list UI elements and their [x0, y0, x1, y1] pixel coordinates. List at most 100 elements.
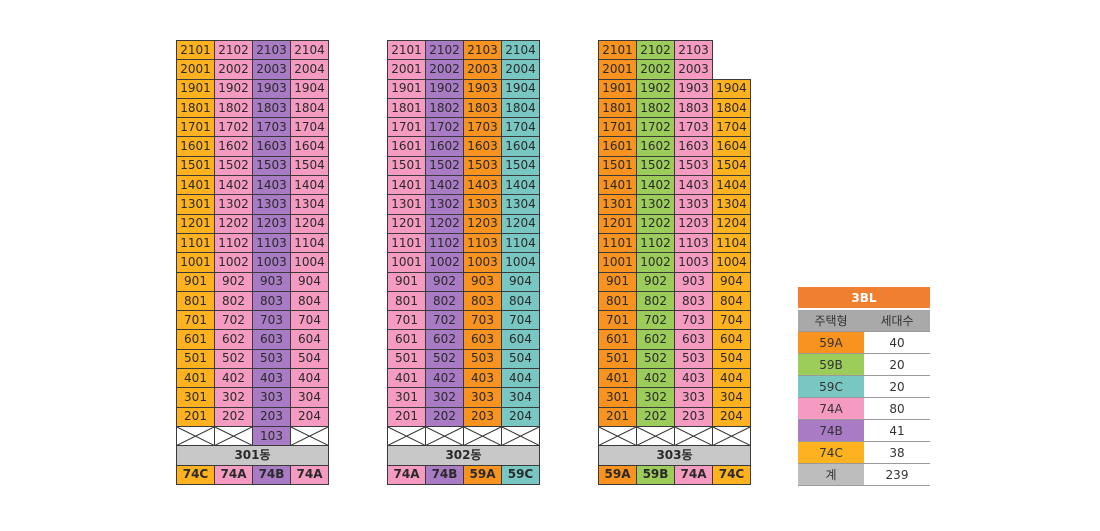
piloti-cell	[176, 425, 215, 447]
floor-row: 1601 1602 1603 1604	[176, 136, 329, 157]
unit-cell: 2001	[387, 59, 426, 80]
unit-cell: 904	[712, 271, 751, 292]
unit-cell: 1203	[252, 213, 291, 234]
column-header-type: 주택형	[798, 309, 864, 332]
floor-row: 201 202 203 204	[176, 406, 329, 427]
unit-cell: 2104	[501, 39, 540, 61]
ground-row: 103	[176, 425, 329, 447]
unit-cell: 1203	[674, 213, 713, 234]
unit-cell: 601	[387, 329, 426, 350]
unit-cell: 1703	[252, 117, 291, 138]
unit-cell: 1801	[176, 97, 215, 119]
unit-cell: 201	[387, 406, 426, 427]
unit-cell: 1801	[598, 97, 637, 119]
type-swatch: 74C	[798, 441, 864, 464]
floor-row: 401 402 403 404	[176, 368, 329, 389]
unit-cell: 803	[674, 290, 713, 312]
unit-cell: 1902	[636, 78, 675, 99]
unit-cell: 302	[214, 387, 253, 408]
no-unit-cross-icon	[464, 426, 501, 446]
floor-row: 1801 1802 1803 1804	[387, 97, 540, 119]
unit-cell: 703	[674, 310, 713, 331]
unit-cell: 1102	[425, 232, 464, 254]
unit-cell: 1303	[252, 194, 291, 215]
unit-type-label: 74B	[252, 464, 291, 485]
floor-row: 1401 1402 1403 1404	[387, 175, 540, 196]
unit-cell: 904	[501, 271, 540, 292]
unit-cell: 1403	[252, 175, 291, 196]
unit-cell: 801	[387, 290, 426, 312]
unit-cell: 1503	[674, 155, 713, 177]
unit-cell: 1804	[712, 97, 751, 119]
floor-row: 1601 1602 1603 1604	[598, 136, 751, 157]
unit-cell: 203	[674, 406, 713, 427]
unit-cell: 303	[252, 387, 291, 408]
unit-cell: 1804	[290, 97, 329, 119]
unit-cell: 1504	[712, 155, 751, 177]
unit-cell: 702	[214, 310, 253, 331]
unit-cell: 801	[176, 290, 215, 312]
floor-row: 901 902 903 904	[176, 271, 329, 292]
floor-row: 601 602 603 604	[598, 329, 751, 350]
unit-cell: 1901	[598, 78, 637, 99]
no-unit-cross-icon	[502, 426, 539, 446]
unit-cell: 1104	[712, 232, 751, 254]
unit-cell: 1001	[598, 252, 637, 273]
unit-cell: 802	[214, 290, 253, 312]
unit-cell: 1702	[214, 117, 253, 138]
unit-cell: 1004	[501, 252, 540, 273]
building-name: 302동	[387, 445, 540, 466]
unit-cell: 1504	[290, 155, 329, 177]
column-header-count: 세대수	[864, 309, 930, 332]
unit-cell: 1304	[501, 194, 540, 215]
unit-cell: 2004	[501, 59, 540, 80]
unit-cell: 1304	[290, 194, 329, 215]
unit-cell: 1301	[387, 194, 426, 215]
floor-row: 1001 1002 1003 1004	[387, 252, 540, 273]
unit-cell: 703	[463, 310, 502, 331]
unit-cell: 404	[290, 368, 329, 389]
ground-row	[598, 425, 751, 447]
unit-count: 80	[864, 397, 930, 420]
unit-cell: 804	[290, 290, 329, 312]
unit-cell: 602	[214, 329, 253, 350]
unit-cell: 501	[598, 348, 637, 370]
unit-cell: 1803	[674, 97, 713, 119]
unit-cell: 903	[463, 271, 502, 292]
floor-row: 201 202 203 204	[387, 406, 540, 427]
floor-row: 801 802 803 804	[598, 290, 751, 312]
unit-cell: 1903	[463, 78, 502, 99]
unit-cell: 602	[425, 329, 464, 350]
total-label: 계	[798, 463, 864, 486]
unit-cell: 1002	[636, 252, 675, 273]
unit-cell: 1504	[501, 155, 540, 177]
unit-cell: 1604	[712, 136, 751, 157]
unit-cell: 1501	[598, 155, 637, 177]
floor-row: 401 402 403 404	[387, 368, 540, 389]
floor-row: 301 302 303 304	[598, 387, 751, 408]
unit-cell: 1801	[387, 97, 426, 119]
unit-cell: 503	[674, 348, 713, 370]
unit-cell: 2102	[636, 39, 675, 61]
unit-cell: 1601	[387, 136, 426, 157]
unit-cell: 802	[425, 290, 464, 312]
unit-cell: 2001	[598, 59, 637, 80]
unit-cell: 804	[501, 290, 540, 312]
no-unit-cross-icon	[713, 426, 750, 446]
summary-row: 59C 20	[798, 375, 930, 398]
floor-row: 1101 1102 1103 1104	[598, 232, 751, 254]
building-name: 303동	[598, 445, 751, 466]
unit-cell: 902	[214, 271, 253, 292]
floor-row: 1601 1602 1603 1604	[387, 136, 540, 157]
total-value: 239	[864, 463, 930, 486]
unit-cell: 704	[712, 310, 751, 331]
floor-row: 1901 1902 1903 1904	[598, 78, 751, 99]
floor-row: 2001 2002 2003	[598, 59, 751, 80]
unit-cell: 1402	[425, 175, 464, 196]
unit-cell: 1204	[501, 213, 540, 234]
unit-type-label: 59C	[501, 464, 540, 485]
building-301: 2101 2102 2103 2104 2001 2002 2003 2004 1901 1902…	[176, 39, 329, 485]
unit-cell: 1303	[463, 194, 502, 215]
unit-cell: 1002	[214, 252, 253, 273]
unit-cell: 1604	[501, 136, 540, 157]
